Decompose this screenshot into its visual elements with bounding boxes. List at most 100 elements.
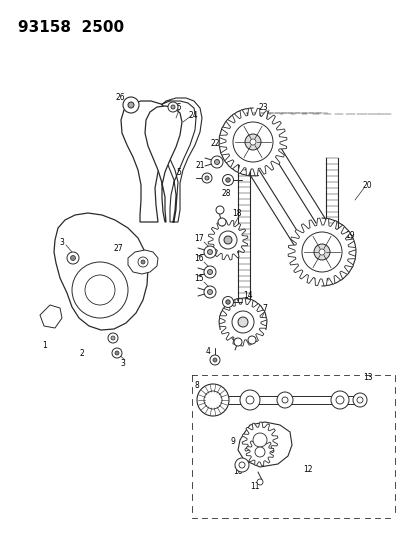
Text: 26: 26 — [115, 93, 124, 101]
Text: 3: 3 — [120, 359, 125, 367]
Circle shape — [209, 355, 219, 365]
Circle shape — [207, 249, 212, 254]
Polygon shape — [128, 250, 158, 274]
Polygon shape — [145, 106, 182, 222]
Circle shape — [223, 236, 231, 244]
Text: 28: 28 — [221, 189, 230, 198]
Circle shape — [204, 266, 216, 278]
Circle shape — [128, 102, 134, 108]
Text: 15: 15 — [194, 273, 203, 282]
Text: 23: 23 — [258, 102, 267, 111]
Polygon shape — [208, 220, 247, 260]
Circle shape — [204, 286, 216, 298]
Polygon shape — [245, 438, 273, 466]
Text: 2: 2 — [79, 349, 84, 358]
Circle shape — [252, 433, 266, 447]
Circle shape — [197, 384, 228, 416]
Text: 5: 5 — [176, 167, 181, 176]
Circle shape — [237, 317, 247, 327]
Circle shape — [204, 391, 221, 409]
Text: 17: 17 — [194, 233, 203, 243]
Text: 8: 8 — [194, 381, 199, 390]
Circle shape — [245, 396, 254, 404]
Text: 22: 22 — [210, 139, 219, 148]
Circle shape — [123, 97, 139, 113]
Polygon shape — [54, 213, 147, 330]
Circle shape — [238, 462, 244, 468]
Circle shape — [72, 262, 128, 318]
Text: 21: 21 — [195, 160, 204, 169]
Text: 93158  2500: 93158 2500 — [18, 20, 124, 35]
Circle shape — [115, 351, 119, 355]
Polygon shape — [152, 98, 202, 222]
Text: 25: 25 — [172, 102, 181, 111]
Text: 7: 7 — [262, 303, 267, 312]
Circle shape — [222, 174, 233, 185]
Circle shape — [214, 159, 219, 165]
Polygon shape — [218, 108, 286, 176]
Polygon shape — [121, 101, 173, 222]
Circle shape — [256, 479, 262, 485]
Circle shape — [111, 336, 115, 340]
Text: 27: 27 — [113, 244, 123, 253]
Circle shape — [313, 244, 329, 260]
Circle shape — [207, 270, 212, 274]
Circle shape — [171, 105, 175, 109]
Circle shape — [202, 173, 211, 183]
Text: 4: 4 — [205, 348, 210, 357]
Circle shape — [249, 139, 255, 145]
Circle shape — [352, 393, 366, 407]
Text: 12: 12 — [302, 465, 312, 474]
Circle shape — [233, 338, 242, 346]
Polygon shape — [237, 422, 291, 467]
Text: 11: 11 — [249, 482, 259, 491]
Circle shape — [254, 447, 264, 457]
Polygon shape — [242, 422, 277, 458]
Text: 9: 9 — [230, 438, 235, 447]
Circle shape — [247, 336, 255, 344]
Circle shape — [204, 176, 209, 180]
Circle shape — [356, 397, 362, 403]
Circle shape — [141, 260, 145, 264]
Circle shape — [276, 392, 292, 408]
Text: 3: 3 — [59, 238, 64, 246]
Circle shape — [70, 255, 75, 261]
Circle shape — [225, 300, 230, 304]
Circle shape — [211, 156, 223, 168]
Text: 19: 19 — [344, 230, 354, 239]
Circle shape — [235, 458, 248, 472]
Text: 10: 10 — [233, 467, 242, 477]
Polygon shape — [40, 305, 62, 328]
Circle shape — [244, 134, 260, 150]
Circle shape — [318, 249, 324, 255]
Circle shape — [225, 178, 230, 182]
Polygon shape — [287, 218, 355, 286]
Circle shape — [85, 275, 115, 305]
Circle shape — [335, 396, 343, 404]
Text: 1: 1 — [43, 341, 47, 350]
Circle shape — [67, 252, 79, 264]
Text: 13: 13 — [362, 374, 372, 383]
Text: 14: 14 — [242, 163, 252, 172]
Text: 24: 24 — [188, 110, 197, 119]
Circle shape — [168, 102, 178, 112]
Polygon shape — [218, 298, 266, 346]
Circle shape — [138, 257, 147, 267]
Text: 18: 18 — [232, 208, 241, 217]
Text: 20: 20 — [361, 181, 371, 190]
Circle shape — [222, 296, 233, 308]
Circle shape — [330, 391, 348, 409]
Circle shape — [240, 390, 259, 410]
Polygon shape — [204, 396, 364, 404]
Circle shape — [212, 358, 216, 362]
Circle shape — [108, 333, 118, 343]
Circle shape — [204, 246, 216, 258]
Text: 16: 16 — [194, 254, 203, 262]
Circle shape — [231, 311, 254, 333]
Circle shape — [281, 397, 287, 403]
Circle shape — [207, 289, 212, 295]
Text: 14: 14 — [242, 290, 252, 300]
Circle shape — [301, 232, 341, 272]
Circle shape — [218, 231, 236, 249]
Text: 6: 6 — [230, 334, 235, 343]
